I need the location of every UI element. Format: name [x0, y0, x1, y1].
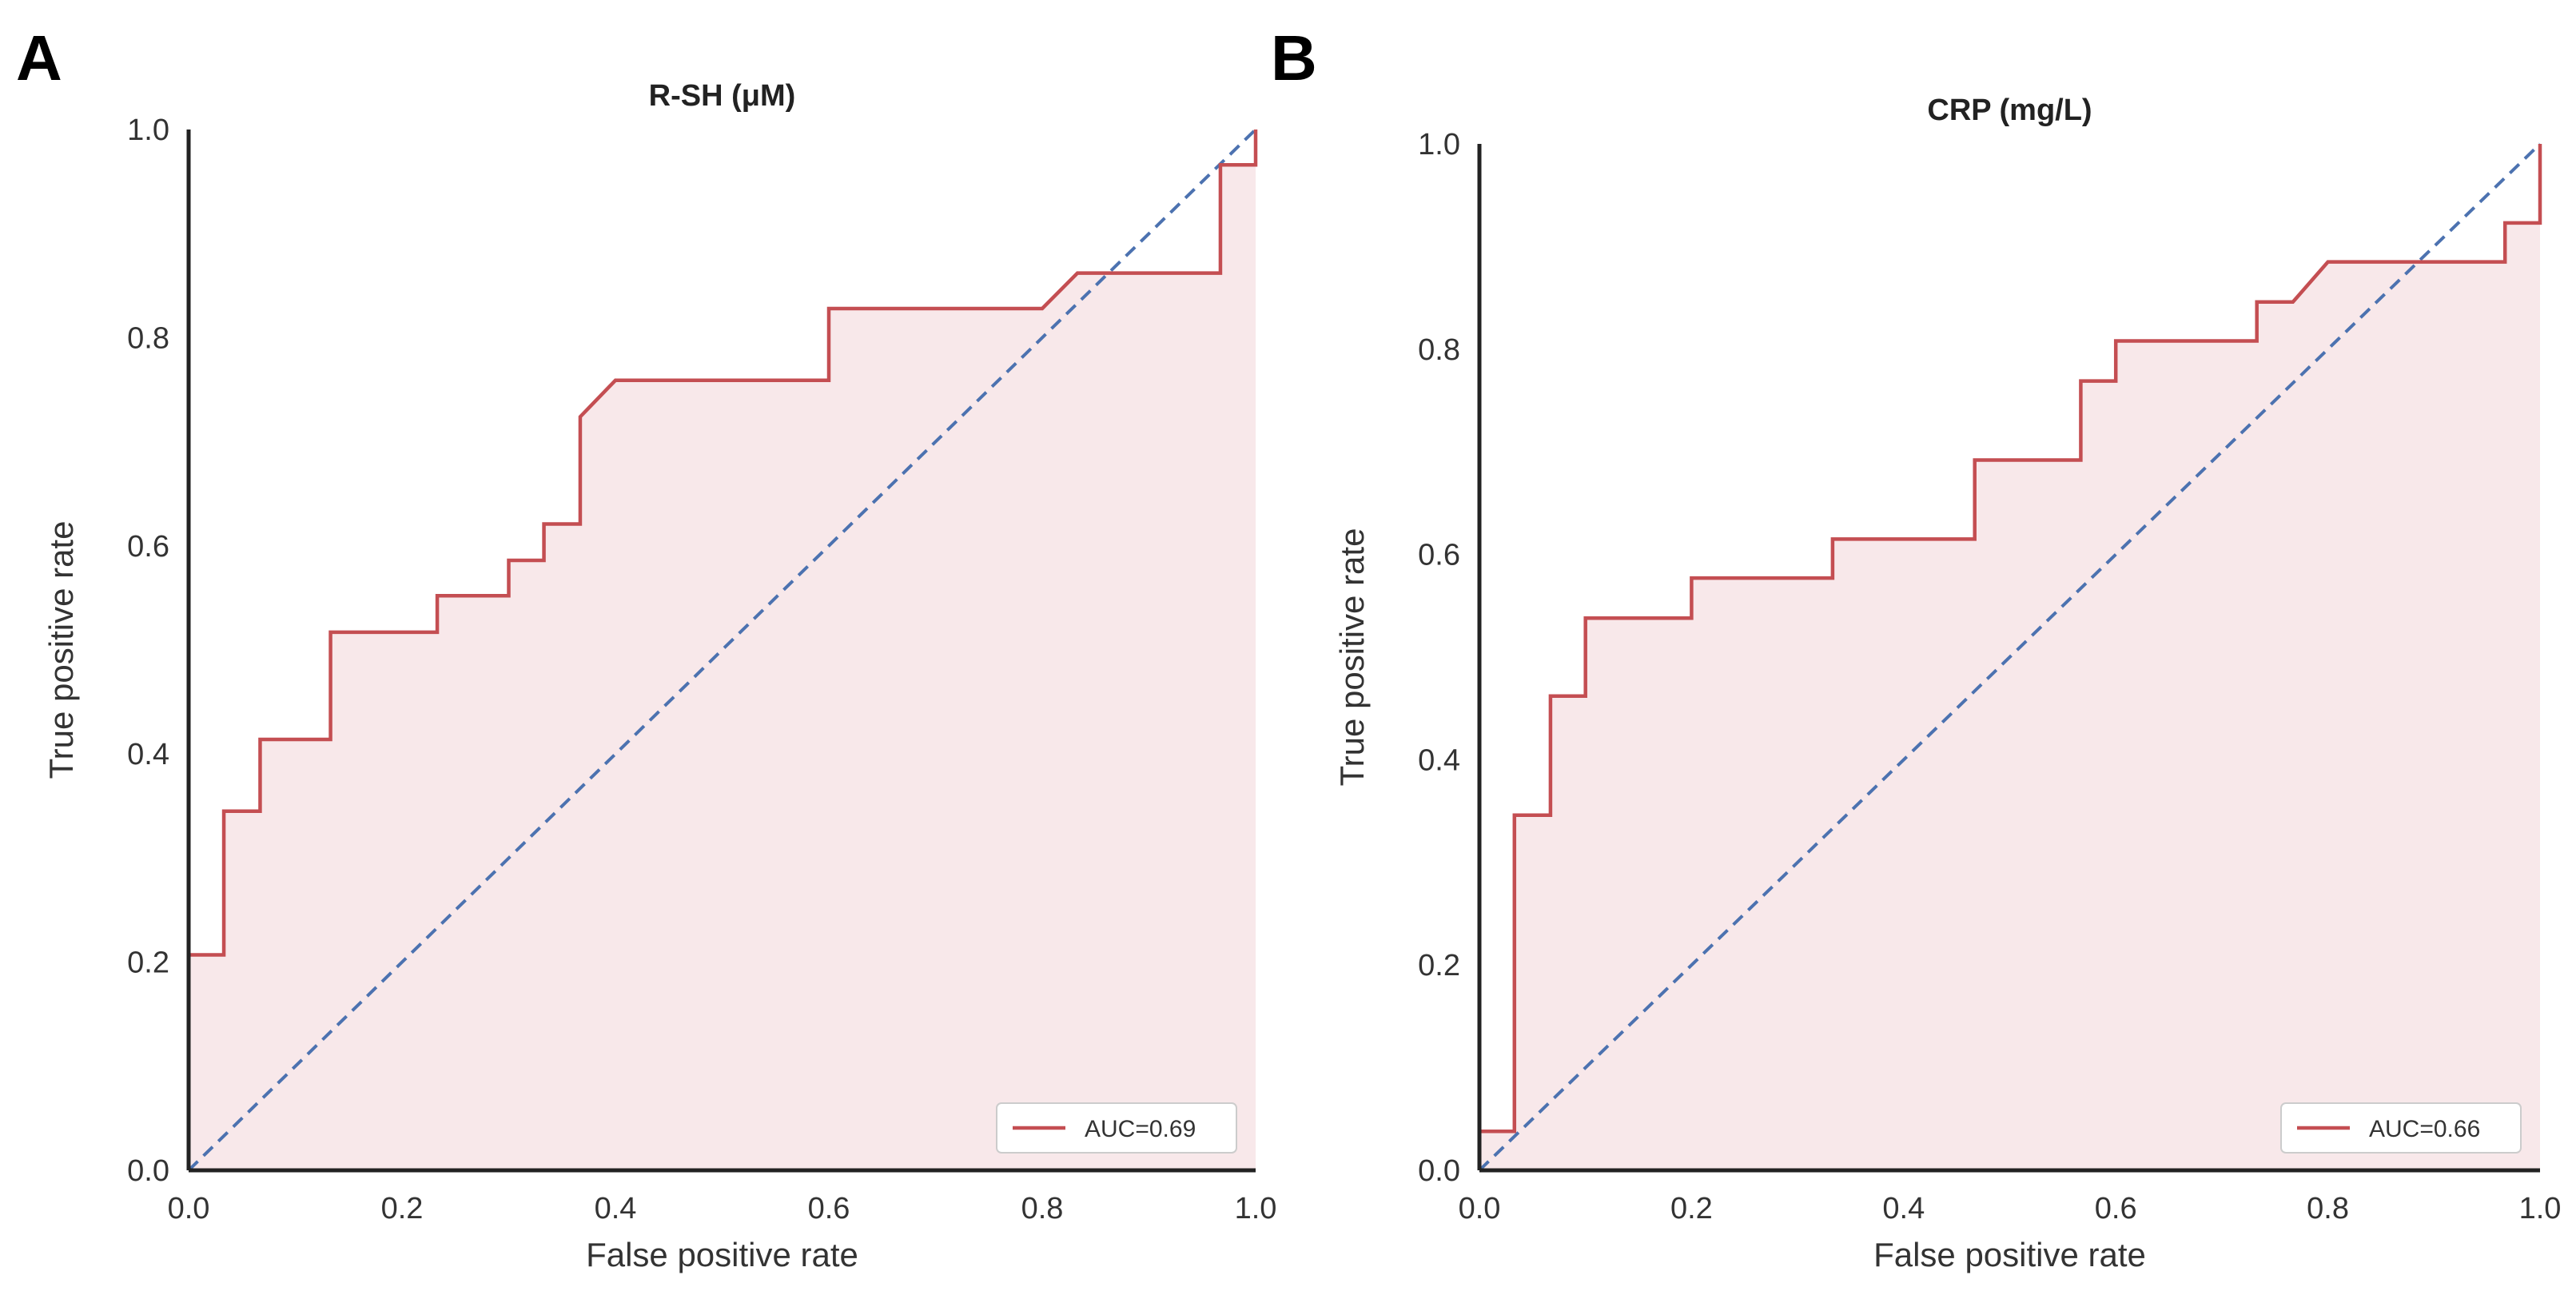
y-axis-label: True positive rate: [42, 521, 80, 779]
x-tick-label: 0.4: [1882, 1192, 1925, 1225]
x-axis-label: False positive rate: [586, 1236, 858, 1273]
y-tick-label: 0.4: [1418, 743, 1460, 777]
legend-box: [2280, 1102, 2522, 1154]
y-tick-label: 0.8: [1418, 333, 1460, 367]
x-tick-label: 1.0: [2519, 1192, 2562, 1225]
x-tick-label: 0.8: [1021, 1192, 1064, 1225]
y-tick-label: 1.0: [127, 114, 169, 147]
y-tick-label: 0.4: [127, 738, 169, 771]
panel-letter: A: [16, 22, 62, 94]
y-tick-label: 0.0: [1418, 1154, 1460, 1188]
legend: AUC=0.69: [996, 1102, 1237, 1154]
chart-panel-b: B CRP (mg/L) 0.0 0.2 0.4 0.6 0.8 1.0 0.0 0.2 0.4 0.…: [1271, 22, 2561, 1273]
x-tick-label: 0.4: [595, 1192, 637, 1225]
x-tick-label: 0.2: [1670, 1192, 1713, 1225]
y-tick-label: 0.0: [127, 1154, 169, 1188]
y-tick-label: 0.2: [1418, 949, 1460, 982]
legend-box: [996, 1102, 1237, 1154]
roc-area-fill: [189, 130, 1256, 1170]
chart-title: R-SH (μM): [649, 79, 796, 113]
legend-label: AUC=0.69: [1085, 1116, 1196, 1142]
legend-label: AUC=0.66: [2369, 1116, 2480, 1142]
y-axis-label: True positive rate: [1333, 528, 1371, 787]
y-tick-label: 0.8: [127, 321, 169, 355]
x-tick-label: 0.8: [2307, 1192, 2349, 1225]
x-tick-label: 0.6: [2095, 1192, 2137, 1225]
chart-title: CRP (mg/L): [1927, 94, 2092, 127]
chart-panel-a: A R-SH (μM) 0.0 0.2 0.4 0.6 0.8 1.0 0.0 0.2 0.4 0.6…: [16, 22, 1276, 1273]
diagonal-reference-line: [1478, 142, 2542, 1172]
x-axis-label: False positive rate: [1873, 1236, 2146, 1273]
y-tick-label: 1.0: [1418, 128, 1460, 161]
y-tick-label: 0.6: [1418, 539, 1460, 572]
x-tick-label: 0.6: [808, 1192, 850, 1225]
x-tick-label: 0.0: [1459, 1192, 1501, 1225]
roc-curve-line: [186, 130, 1258, 1170]
roc-curve-line: [1477, 144, 2542, 1170]
x-tick-label: 0.0: [168, 1192, 210, 1225]
legend: AUC=0.66: [2280, 1102, 2522, 1154]
panel-letter: B: [1271, 22, 1317, 94]
y-tick-label: 0.2: [127, 946, 169, 980]
x-tick-label: 0.2: [381, 1192, 424, 1225]
x-tick-label: 1.0: [1235, 1192, 1277, 1225]
y-tick-label: 0.6: [127, 530, 169, 564]
